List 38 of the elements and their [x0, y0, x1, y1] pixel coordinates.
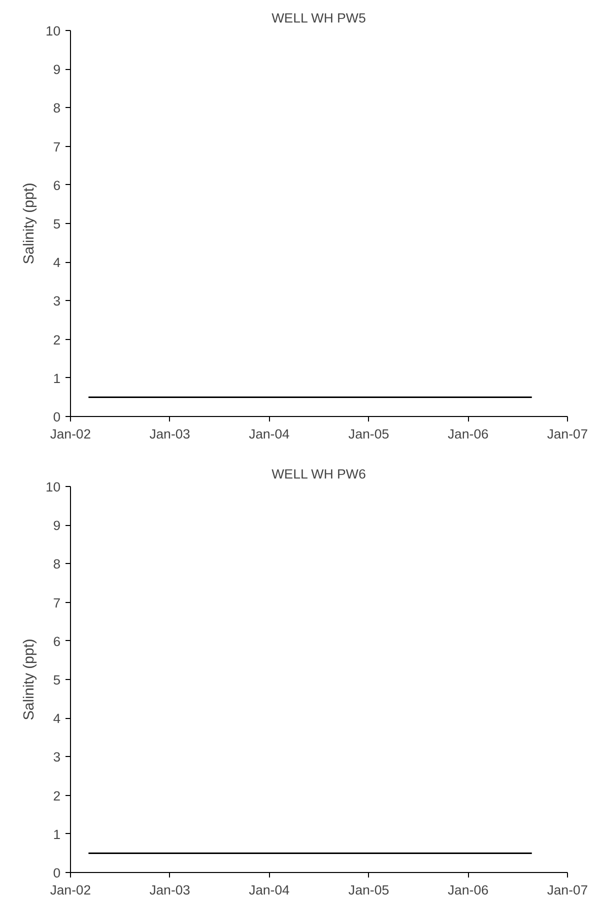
x-tick-label: Jan-06 — [448, 426, 489, 442]
chart-title: WELL WH PW6 — [272, 466, 366, 482]
y-tick-label: 2 — [53, 332, 61, 348]
y-tick-label: 5 — [53, 672, 61, 688]
y-tick-label: 9 — [53, 518, 61, 534]
x-tick-label: Jan-02 — [50, 426, 91, 442]
x-tick-label: Jan-03 — [149, 882, 190, 898]
y-tick-label: 3 — [53, 750, 61, 765]
y-tick-label: 6 — [53, 178, 61, 193]
x-tick-label: Jan-05 — [348, 882, 390, 898]
y-tick-label: 6 — [53, 634, 61, 649]
y-tick-label: 0 — [53, 410, 61, 424]
x-tick-label: Jan-02 — [50, 882, 91, 898]
y-tick-label: 8 — [53, 556, 61, 572]
y-tick-label: 1 — [53, 370, 61, 386]
x-tick-label: Jan-04 — [248, 426, 290, 442]
y-tick-label: 10 — [46, 24, 61, 38]
y-tick-label: 3 — [53, 294, 61, 309]
y-axis-title: Salinity (ppt) — [22, 638, 38, 720]
y-tick-label: 7 — [53, 595, 61, 610]
y-tick-label: 7 — [53, 139, 61, 154]
chart-title: WELL WH PW5 — [272, 10, 366, 26]
y-tick-label: 4 — [53, 255, 62, 270]
x-tick-label: Jan-06 — [448, 882, 489, 898]
x-tick-label: Jan-04 — [248, 882, 290, 898]
y-tick-label: 0 — [53, 866, 61, 880]
y-tick-label: 10 — [46, 480, 61, 494]
y-axis-title: Salinity (ppt) — [22, 182, 38, 264]
x-tick-label: Jan-07 — [547, 426, 588, 442]
y-tick-label: 5 — [53, 216, 61, 232]
y-tick-label: 4 — [53, 711, 62, 726]
x-tick-label: Jan-07 — [547, 882, 588, 898]
y-tick-label: 2 — [53, 788, 61, 804]
x-tick-label: Jan-05 — [348, 426, 390, 442]
x-tick-label: Jan-03 — [149, 426, 190, 442]
y-tick-label: 8 — [53, 100, 61, 116]
y-tick-label: 9 — [53, 62, 61, 78]
y-tick-label: 1 — [53, 826, 61, 842]
